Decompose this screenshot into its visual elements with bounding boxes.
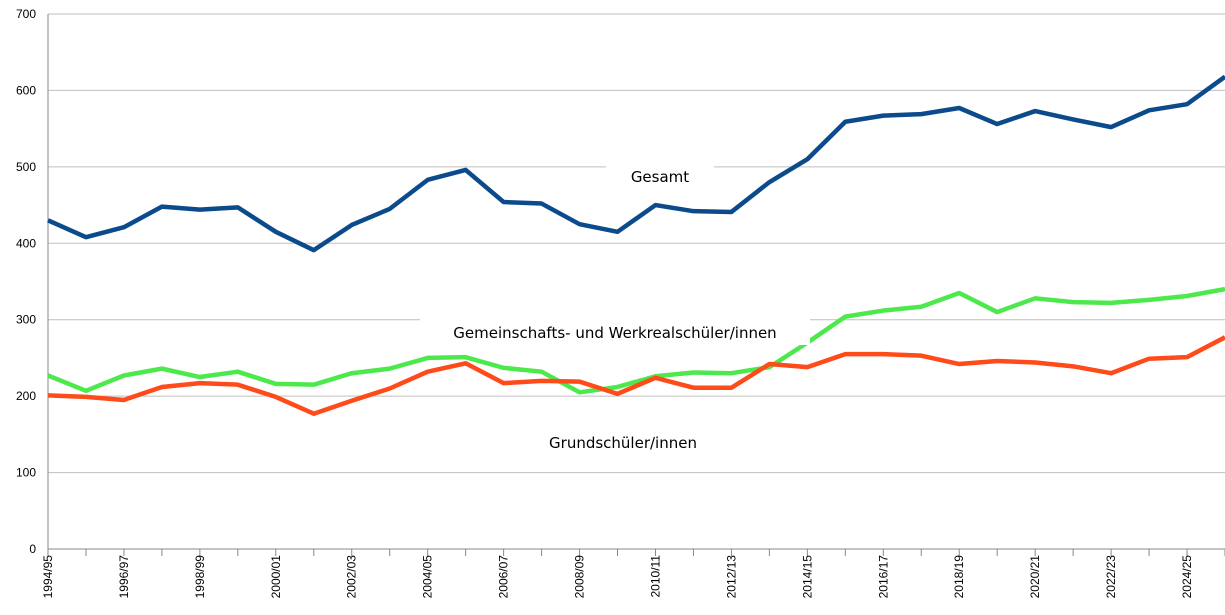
x-tick-label: 1996/97 [117, 555, 131, 599]
y-tick-label: 200 [16, 389, 36, 403]
label-bg [606, 156, 714, 192]
x-tick-label: 2010/11 [648, 555, 662, 598]
x-tick-label: 2012/13 [724, 555, 738, 599]
series-line [47, 335, 1225, 416]
x-tick-label: 2008/09 [573, 555, 587, 599]
x-tick-label: 2004/05 [421, 555, 435, 599]
y-tick-label: 600 [16, 83, 36, 97]
series-label: Grundschüler/innen [549, 434, 697, 452]
x-tick-label: 2000/01 [269, 555, 283, 599]
series-label: Gesamt [631, 168, 689, 186]
y-tick-label: 100 [16, 466, 36, 480]
x-tick-label: 2022/23 [1104, 555, 1118, 599]
series-label: Gemeinschafts- und Werkrealschüler/innen [453, 324, 776, 342]
y-tick-label: 0 [29, 542, 36, 556]
series-line [47, 74, 1225, 253]
x-tick-label: 2020/21 [1028, 555, 1042, 599]
x-tick-label: 2002/03 [345, 555, 359, 599]
x-tick-label: 1994/95 [41, 555, 55, 599]
series-line [47, 286, 1225, 395]
x-tick-label: 2014/15 [800, 555, 814, 599]
x-tick-label: 2006/07 [497, 555, 511, 599]
x-tick-label: 1998/99 [193, 555, 207, 599]
y-tick-label: 500 [16, 160, 36, 174]
label-bg [420, 315, 810, 345]
x-tick-label: 2016/17 [876, 555, 890, 599]
x-tick-label: 2024/25 [1180, 555, 1194, 599]
y-tick-label: 400 [16, 236, 36, 250]
y-tick-label: 700 [16, 7, 36, 21]
y-tick-label: 300 [16, 313, 36, 327]
x-tick-label: 2018/19 [952, 555, 966, 599]
